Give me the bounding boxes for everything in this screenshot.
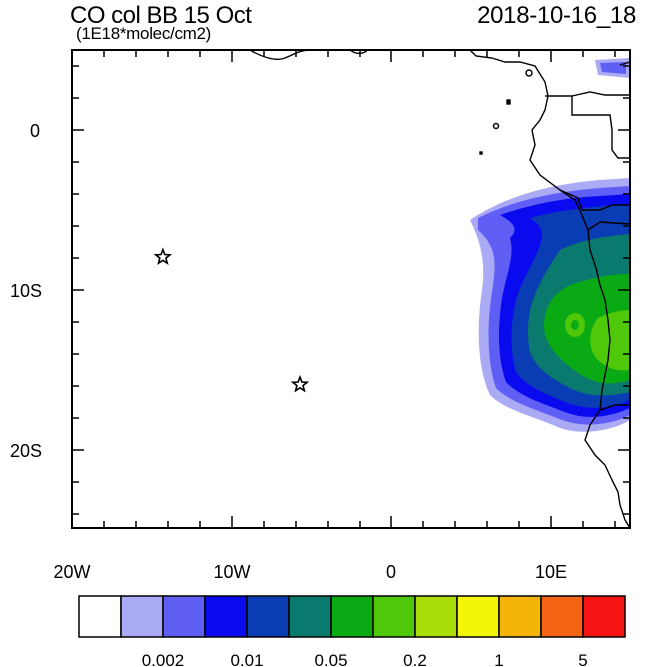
colorbar-swatch <box>78 595 122 638</box>
colorbar-swatch <box>372 595 416 638</box>
colorbar-label: 1 <box>494 651 503 667</box>
colorbar-swatch <box>414 595 458 638</box>
star-marker-1 <box>153 247 173 266</box>
colorbar-swatch <box>120 595 164 638</box>
units-label: (1E18*molec/cm2) <box>76 24 212 43</box>
axis-ticks <box>71 50 630 528</box>
colorbar-swatch <box>582 595 626 638</box>
x-tick-20w: 20W <box>53 562 90 582</box>
y-tick-0: 0 <box>30 121 40 141</box>
y-tick-10s: 10S <box>10 281 42 301</box>
colorbar-label: 0.05 <box>314 651 347 667</box>
colorbar-swatch <box>540 595 584 638</box>
colorbar-swatch <box>456 595 500 638</box>
islands <box>479 69 533 155</box>
y-tick-20s: 20S <box>10 441 42 461</box>
station-markers <box>153 247 310 393</box>
colorbar-labels: 0.002 0.01 0.05 0.2 1 5 <box>142 651 588 667</box>
colorbar-swatch <box>288 595 332 638</box>
star-marker-2 <box>290 374 310 393</box>
x-tick-0: 0 <box>386 562 396 582</box>
colorbar-swatch <box>330 595 374 638</box>
datetime-label: 2018-10-16_18 <box>477 2 636 29</box>
colorbar-label: 0.002 <box>142 651 185 667</box>
colorbar-swatch <box>498 595 542 638</box>
colorbar-label: 5 <box>578 651 587 667</box>
colorbar-swatch <box>162 595 206 638</box>
colorbar <box>78 595 626 638</box>
plot-title: CO col BB 15 Oct <box>70 2 252 29</box>
x-tick-10w: 10W <box>213 562 250 582</box>
x-tick-10e: 10E <box>535 562 567 582</box>
colorbar-swatch <box>246 595 290 638</box>
colorbar-swatch <box>204 595 248 638</box>
colorbar-label: 0.2 <box>403 651 427 667</box>
co-plume <box>470 58 630 432</box>
colorbar-label: 0.01 <box>230 651 263 667</box>
map-frame <box>71 49 631 529</box>
